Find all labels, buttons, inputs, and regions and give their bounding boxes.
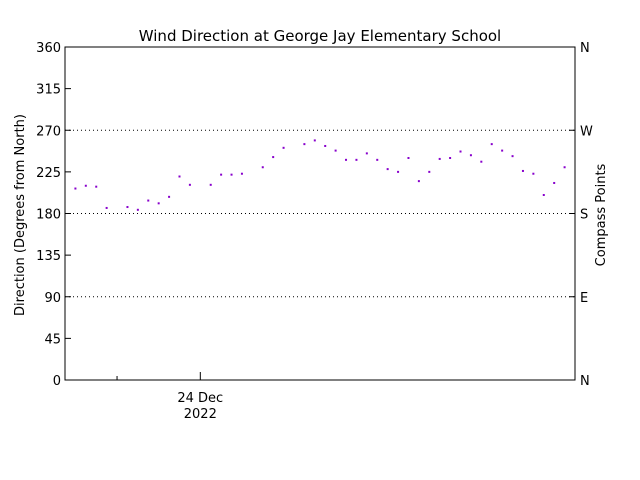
y-axis-label: Direction (Degrees from North) bbox=[13, 114, 28, 316]
gridlines bbox=[65, 129, 575, 298]
data-point bbox=[324, 144, 327, 147]
data-point bbox=[261, 166, 264, 169]
data-point bbox=[563, 166, 566, 169]
data-point bbox=[532, 172, 535, 175]
data-point bbox=[74, 187, 77, 190]
data-point bbox=[355, 158, 358, 161]
y-tick-label: 0 bbox=[53, 374, 61, 389]
y-tick-label: 45 bbox=[44, 332, 61, 347]
data-point bbox=[178, 175, 181, 178]
data-point bbox=[303, 143, 306, 146]
compass-tick-label: W bbox=[580, 124, 593, 139]
data-point bbox=[345, 158, 348, 161]
data-point bbox=[511, 155, 514, 158]
chart-title: Wind Direction at George Jay Elementary … bbox=[139, 27, 501, 45]
data-point bbox=[407, 157, 410, 159]
data-point bbox=[521, 169, 524, 172]
data-point bbox=[376, 158, 379, 161]
compass-tick-label: E bbox=[580, 291, 588, 306]
data-point bbox=[126, 206, 129, 209]
x-axis bbox=[116, 372, 201, 380]
y-tick-label: 360 bbox=[36, 41, 61, 56]
data-point bbox=[553, 181, 556, 184]
data-point bbox=[168, 195, 171, 198]
y-tick-label: 90 bbox=[44, 291, 61, 306]
data-point bbox=[84, 184, 87, 187]
data-point bbox=[220, 173, 223, 176]
data-point bbox=[386, 168, 389, 171]
x-tick-label-year: 2022 bbox=[184, 407, 217, 422]
y-axis-left: 0 45 90 135 180 225 270 315 360 bbox=[36, 41, 71, 389]
y-axis-label-right: Compass Points bbox=[594, 163, 609, 266]
data-point bbox=[428, 170, 431, 173]
data-point bbox=[147, 199, 150, 202]
y-tick-label: 180 bbox=[36, 208, 61, 223]
compass-tick-label: S bbox=[580, 208, 588, 223]
y-tick-label: 315 bbox=[36, 83, 61, 98]
data-point bbox=[230, 173, 233, 176]
y-tick-label: 225 bbox=[36, 166, 61, 181]
compass-tick-label: N bbox=[580, 374, 590, 389]
y-axis-right: N E S W N bbox=[569, 41, 593, 389]
data-point bbox=[95, 185, 98, 188]
data-point bbox=[282, 146, 285, 149]
data-point bbox=[449, 157, 452, 159]
data-point bbox=[272, 156, 275, 159]
data-point bbox=[240, 172, 243, 175]
data-point bbox=[136, 208, 139, 211]
data-point bbox=[542, 194, 545, 196]
data-point bbox=[438, 157, 441, 160]
data-point bbox=[313, 139, 316, 142]
data-point bbox=[417, 180, 420, 183]
y-tick-label: 135 bbox=[36, 249, 61, 264]
data-point bbox=[397, 170, 400, 173]
data-point bbox=[105, 206, 108, 209]
data-point bbox=[188, 183, 191, 186]
y-tick-label: 270 bbox=[36, 124, 61, 139]
compass-tick-label: N bbox=[580, 41, 590, 56]
x-tick-label-date: 24 Dec bbox=[177, 391, 223, 406]
data-point bbox=[157, 202, 160, 205]
data-point bbox=[490, 143, 493, 146]
data-point bbox=[501, 149, 504, 152]
data-point bbox=[469, 154, 472, 157]
data-point bbox=[209, 183, 212, 186]
data-point bbox=[365, 152, 368, 155]
data-point bbox=[459, 150, 462, 153]
data-point bbox=[480, 160, 483, 163]
data-points bbox=[74, 139, 566, 211]
data-point bbox=[334, 149, 337, 152]
